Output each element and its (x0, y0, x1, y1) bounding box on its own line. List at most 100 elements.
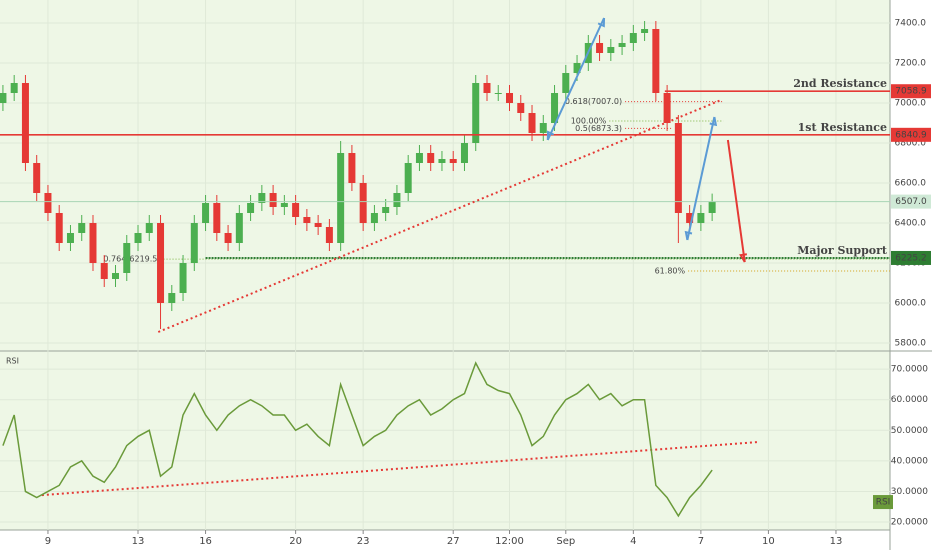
candle-body (314, 223, 322, 227)
candle-body (111, 273, 119, 279)
candle-body (33, 163, 41, 193)
price-tag-label: 6840.9 (895, 130, 927, 140)
candle-body (686, 213, 694, 223)
y-tick-label: 7400.0 (895, 19, 927, 29)
candle-body (663, 93, 671, 123)
candle-body (415, 153, 423, 163)
price-tag (891, 250, 931, 265)
price-tag (891, 84, 931, 99)
fib-label: 100.00% (571, 117, 607, 126)
candle-body (247, 203, 255, 213)
candle-body (483, 83, 491, 93)
candle-body (100, 263, 108, 279)
candle-body (551, 93, 559, 123)
trendline (157, 99, 722, 333)
plot-background (0, 0, 890, 530)
candle-body (337, 153, 345, 243)
arrow (686, 116, 716, 241)
candle-body (404, 163, 412, 193)
price-tag (891, 194, 931, 209)
candle-body (55, 213, 63, 243)
y-tick-label: 70.0000 (891, 365, 928, 375)
level-label: 2nd Resistance (793, 77, 887, 90)
candle-body (618, 43, 626, 47)
x-tick-label: Sep (556, 536, 575, 547)
fib-label: 0.5(6873.3) (575, 124, 622, 133)
axis-background (890, 0, 932, 550)
candle-body (44, 193, 52, 213)
candle-body (697, 213, 705, 223)
candle-body (472, 83, 480, 143)
fib-label: 0.764(6219.5) (103, 255, 160, 264)
candle-body (370, 213, 378, 223)
x-tick-label: 13 (132, 536, 145, 547)
x-tick-label: 10 (762, 536, 775, 547)
x-tick-label: 7 (698, 536, 704, 547)
arrow (726, 139, 746, 263)
y-tick-label: 6800.0 (895, 139, 927, 149)
candle-body (517, 103, 525, 113)
candle-body (168, 293, 176, 303)
x-tick-label: 9 (45, 536, 51, 547)
candle-body (66, 233, 74, 243)
candle-body (449, 159, 457, 163)
candle-body (179, 263, 187, 293)
price-tag (891, 127, 931, 142)
y-tick-label: 7200.0 (895, 59, 927, 69)
candle-body (674, 123, 682, 213)
candle-body (123, 243, 131, 273)
y-tick-label: 6000.0 (895, 299, 927, 309)
x-tick-label: 20 (289, 536, 302, 547)
arrow-head (546, 130, 555, 141)
y-tick-label: 60.0000 (891, 395, 928, 405)
arrow-head (709, 116, 718, 127)
candle-body (202, 203, 210, 223)
candle-body (213, 203, 221, 233)
y-tick-label: 7000.0 (895, 99, 927, 109)
candle-body (157, 223, 165, 303)
candle-body (652, 29, 660, 93)
candle-body (562, 73, 570, 93)
candle-body (539, 123, 547, 133)
candle-body (607, 47, 615, 53)
candle-body (21, 83, 29, 163)
x-tick-label: 16 (199, 536, 212, 547)
y-tick-label: 30.0000 (891, 487, 928, 497)
candle-body (258, 193, 266, 203)
candle-body (0, 93, 7, 103)
candle-body (224, 233, 232, 243)
candle-body (596, 43, 604, 53)
rsi-tag-label: RSI (876, 498, 891, 508)
candle-body (382, 207, 390, 213)
x-tick-label: 23 (357, 536, 370, 547)
y-tick-label: 5800.0 (895, 339, 927, 349)
arrow-head (684, 230, 693, 241)
level-label: 1st Resistance (798, 121, 887, 134)
y-tick-label: 20.0000 (891, 518, 928, 528)
candle-body (134, 233, 142, 243)
price-tag-label: 6225.2 (895, 253, 927, 263)
candle-body (303, 217, 311, 223)
fib-label: 61.80% (655, 267, 686, 276)
arrow-head (597, 17, 606, 28)
y-tick-label: 6400.0 (895, 219, 927, 229)
candle-body (506, 93, 514, 103)
candle-body (573, 63, 581, 73)
candle-body (427, 153, 435, 163)
candle-body (629, 33, 637, 43)
candle-body (641, 29, 649, 33)
candle-body (89, 223, 97, 263)
candle-body (348, 153, 356, 183)
candle-body (235, 213, 243, 243)
candle-body (292, 203, 300, 217)
candle-body (190, 223, 198, 263)
candle-body (393, 193, 401, 207)
rsi-line (2, 361, 713, 518)
y-tick-label: 50.0000 (891, 426, 928, 436)
candle-body (460, 143, 468, 163)
x-tick-label: 27 (447, 536, 460, 547)
x-tick-label: 13 (830, 536, 843, 547)
arrow-head (739, 253, 747, 263)
x-tick-label: 4 (630, 536, 636, 547)
